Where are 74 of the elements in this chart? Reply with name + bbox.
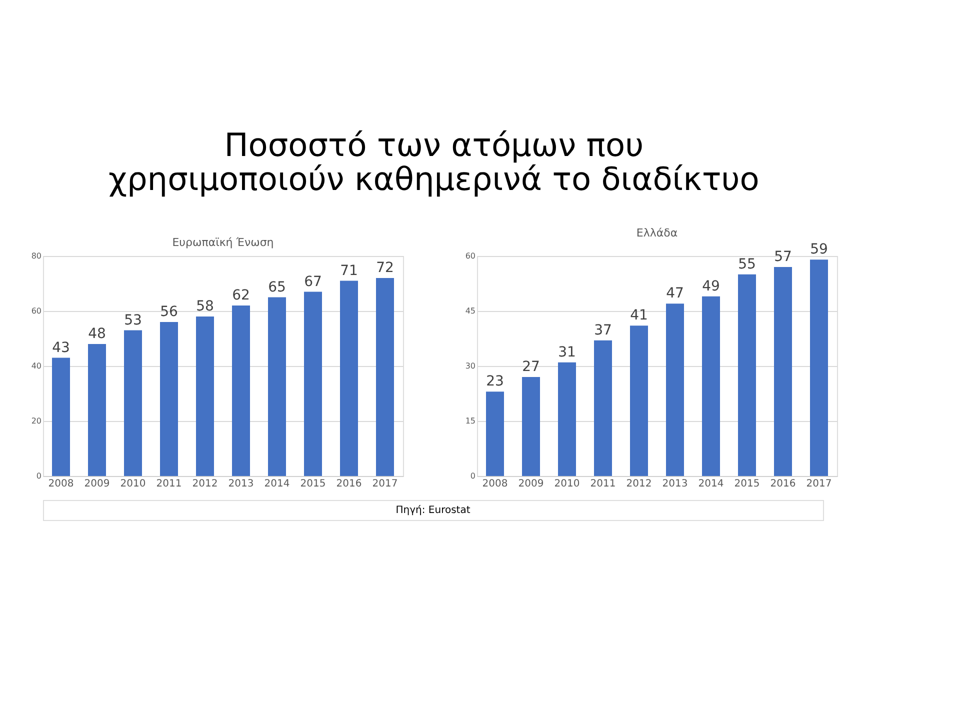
y-tick-label: 80 [31,252,42,260]
data-label: 59 [810,242,828,258]
bar [304,292,322,476]
x-tick-label: 2010 [554,478,580,490]
text: Ποσοστό των ατόμων που χρησιμοποιούν καθημερινά το διαδίκτυο [108,126,760,198]
data-label: 62 [232,288,250,304]
bar [376,278,394,476]
data-label: 49 [702,278,720,294]
bar [88,344,106,476]
data-label: 37 [594,322,612,338]
data-label: 56 [160,304,178,320]
bar [558,362,576,476]
x-tick-label: 2016 [336,478,362,490]
x-tick-label: 2015 [300,478,326,490]
y-tick-label: 60 [465,252,476,260]
data-label: 47 [666,286,684,302]
bar [160,322,178,476]
bar [486,392,504,476]
y-tick-label: 45 [465,306,476,316]
bar [810,260,828,476]
y-tick-label: 30 [465,362,476,370]
data-label: 67 [304,274,322,290]
data-label: 55 [738,256,756,272]
x-tick-label: 2014 [698,478,724,490]
x-tick-label: 2012 [192,478,218,490]
data-label: 58 [196,298,214,314]
x-tick-label: 2014 [264,478,290,490]
data-label: 23 [486,374,504,390]
bar [124,330,142,476]
data-label: 71 [340,262,358,279]
x-tick-label: 2013 [662,478,688,490]
x-tick-label: 2016 [770,478,796,490]
x-tick-label: 2017 [806,478,832,490]
x-tick-label: 2009 [84,478,110,490]
bar [522,377,540,476]
y-tick-label: 40 [31,362,42,370]
chart-title: Ευρωπαϊκή Ένωση [172,236,274,249]
data-label: 65 [268,279,286,296]
y-tick-label: 60 [31,306,42,316]
data-label: 43 [52,340,70,356]
bar [594,340,612,476]
data-label: 53 [124,312,142,328]
bar [268,297,286,476]
x-tick-label: 2008 [48,478,74,490]
chart-title: Ελλάδα [636,226,678,240]
x-tick-label: 2017 [372,478,398,490]
bar [196,316,214,476]
data-label: 48 [88,326,106,342]
data-label: 41 [630,308,648,324]
data-label: 31 [558,344,576,360]
bar [340,280,358,476]
text: Πηγή: Eurostat [396,505,470,516]
x-tick-label: 2015 [734,478,760,490]
bar [52,358,70,476]
data-label: 27 [522,359,540,375]
x-tick-label: 2011 [156,478,182,490]
data-label: 72 [376,260,394,276]
bar [666,304,684,476]
bar [232,306,250,476]
y-tick-label: 0 [36,472,42,480]
x-tick-label: 2010 [120,478,146,490]
data-label: 57 [774,249,792,265]
y-tick-label: 20 [31,416,42,426]
x-tick-label: 2013 [228,478,254,490]
x-tick-label: 2011 [590,478,616,490]
x-tick-label: 2008 [482,478,508,490]
bar [630,326,648,476]
bar [774,267,792,476]
bar [702,296,720,476]
bar [738,274,756,476]
y-tick-label: 15 [465,416,476,426]
y-tick-label: 0 [470,472,476,480]
x-tick-label: 2009 [518,478,544,490]
x-tick-label: 2012 [626,478,652,490]
